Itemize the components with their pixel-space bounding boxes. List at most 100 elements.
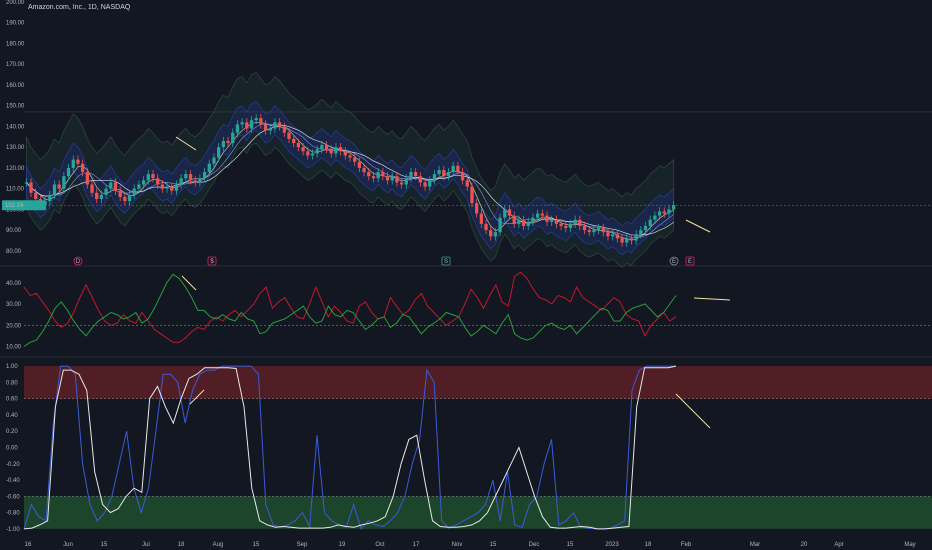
candle[interactable] xyxy=(672,205,676,210)
candle[interactable] xyxy=(165,186,169,189)
candle[interactable] xyxy=(657,211,662,216)
candle[interactable] xyxy=(217,147,221,158)
candle[interactable] xyxy=(296,143,301,148)
candle[interactable] xyxy=(437,169,441,175)
candle[interactable] xyxy=(484,223,488,231)
candle[interactable] xyxy=(292,138,296,144)
candle[interactable] xyxy=(188,174,193,181)
candle[interactable] xyxy=(62,176,66,189)
candle[interactable] xyxy=(113,182,118,191)
candle[interactable] xyxy=(568,223,573,229)
candle[interactable] xyxy=(554,219,559,224)
candle[interactable] xyxy=(71,159,75,168)
candle[interactable] xyxy=(662,211,666,214)
candle[interactable] xyxy=(34,192,38,200)
candle[interactable] xyxy=(202,172,207,179)
candle[interactable] xyxy=(66,167,71,177)
candle[interactable] xyxy=(592,230,596,233)
candle[interactable] xyxy=(418,176,423,183)
candle[interactable] xyxy=(160,184,165,189)
candle[interactable] xyxy=(118,190,122,197)
candle[interactable] xyxy=(517,219,521,224)
candle[interactable] xyxy=(587,230,591,233)
candle[interactable] xyxy=(620,238,624,243)
candle[interactable] xyxy=(254,118,258,121)
candle[interactable] xyxy=(212,157,216,164)
candle[interactable] xyxy=(287,132,291,139)
candle[interactable] xyxy=(634,234,638,241)
candle[interactable] xyxy=(48,194,52,202)
candle[interactable] xyxy=(146,174,150,181)
candle[interactable] xyxy=(268,128,272,131)
candle[interactable] xyxy=(334,147,338,154)
candle[interactable] xyxy=(132,188,136,195)
candle[interactable] xyxy=(90,184,94,193)
candle[interactable] xyxy=(184,174,188,179)
candle[interactable] xyxy=(573,219,577,224)
candle[interactable] xyxy=(643,225,648,231)
candle[interactable] xyxy=(329,149,333,154)
candle[interactable] xyxy=(414,172,418,177)
event-marker-icon[interactable] xyxy=(73,256,83,266)
candle[interactable] xyxy=(596,228,601,231)
candle[interactable] xyxy=(240,122,244,125)
candle[interactable] xyxy=(277,122,282,127)
candle[interactable] xyxy=(207,163,211,173)
event-marker-icon[interactable] xyxy=(685,256,695,266)
candle[interactable] xyxy=(531,217,535,222)
candle[interactable] xyxy=(338,147,343,152)
candle[interactable] xyxy=(475,203,479,214)
candle[interactable] xyxy=(526,221,530,226)
candle[interactable] xyxy=(221,140,225,148)
candle[interactable] xyxy=(170,186,174,191)
candle[interactable] xyxy=(390,176,394,181)
candle[interactable] xyxy=(489,230,493,237)
candle[interactable] xyxy=(109,182,113,189)
candle[interactable] xyxy=(442,169,446,177)
candle[interactable] xyxy=(310,153,315,156)
candle[interactable] xyxy=(371,176,376,179)
candle[interactable] xyxy=(493,232,498,237)
candle[interactable] xyxy=(198,178,202,183)
candle[interactable] xyxy=(432,174,437,181)
candle[interactable] xyxy=(99,194,104,200)
event-marker-icon[interactable] xyxy=(207,256,217,266)
candle[interactable] xyxy=(409,172,413,179)
candle[interactable] xyxy=(362,167,366,173)
candle[interactable] xyxy=(141,180,146,185)
candle[interactable] xyxy=(174,184,179,191)
candle[interactable] xyxy=(127,194,132,202)
candle[interactable] xyxy=(404,178,408,185)
candle[interactable] xyxy=(540,213,544,216)
candle[interactable] xyxy=(357,161,362,168)
candle[interactable] xyxy=(235,124,240,133)
candle[interactable] xyxy=(611,234,615,237)
event-marker-icon[interactable] xyxy=(669,256,679,266)
candle[interactable] xyxy=(550,219,554,222)
candle[interactable] xyxy=(137,184,141,189)
candle[interactable] xyxy=(367,172,371,177)
candle[interactable] xyxy=(315,149,319,154)
candle[interactable] xyxy=(76,159,80,164)
candle[interactable] xyxy=(615,234,620,239)
candle[interactable] xyxy=(653,215,657,220)
candle[interactable] xyxy=(446,172,451,177)
candle[interactable] xyxy=(498,217,502,233)
candle[interactable] xyxy=(559,223,563,226)
candle[interactable] xyxy=(381,172,385,177)
candle[interactable] xyxy=(348,155,352,158)
candle[interactable] xyxy=(29,182,33,193)
candle[interactable] xyxy=(324,145,329,150)
candle[interactable] xyxy=(648,219,652,226)
candle[interactable] xyxy=(456,165,460,173)
candle[interactable] xyxy=(625,238,629,243)
candle[interactable] xyxy=(535,213,540,218)
candle[interactable] xyxy=(151,174,155,179)
candle[interactable] xyxy=(399,182,404,185)
candle[interactable] xyxy=(52,184,57,195)
candle[interactable] xyxy=(85,172,89,185)
candle[interactable] xyxy=(465,180,469,187)
candle[interactable] xyxy=(667,209,671,214)
candle[interactable] xyxy=(451,165,455,173)
